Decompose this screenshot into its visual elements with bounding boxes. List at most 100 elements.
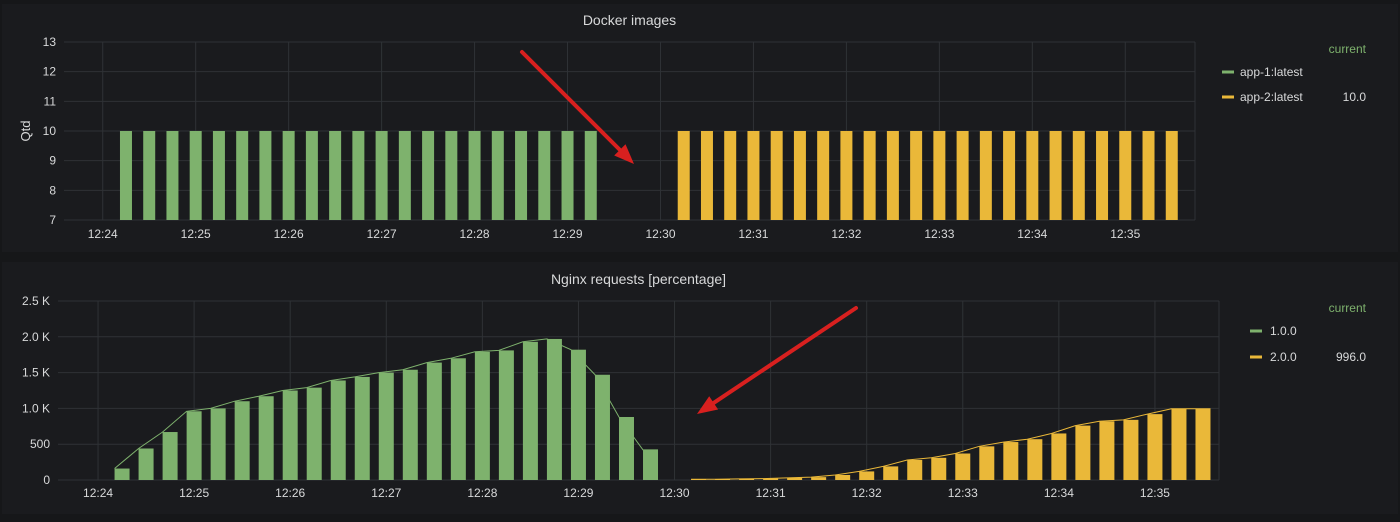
bar [546,338,562,480]
bar [859,471,875,480]
legend-header: current [1329,42,1367,56]
bar [1147,414,1163,480]
x-tick-label: 12:27 [367,227,397,241]
x-tick-label: 12:26 [274,227,304,241]
x-tick-label: 12:33 [924,227,954,241]
bar [378,372,394,480]
bar [1049,131,1062,220]
annotation-arrow-shaft [520,50,622,152]
bar [883,466,899,480]
bar [468,131,481,220]
bar [114,468,130,480]
bar [594,374,610,480]
bar [1123,419,1139,480]
bar [445,131,458,220]
bar [1099,421,1115,480]
bar [933,131,946,220]
chart-title: Nginx requests [percentage] [551,271,726,287]
bar [119,131,132,220]
x-tick-label: 12:34 [1044,486,1074,500]
bar [143,131,156,220]
bar [474,351,490,480]
x-tick-label: 12:30 [660,486,690,500]
bar [770,131,783,220]
bar [561,131,574,220]
x-tick-label: 12:28 [467,486,497,500]
bar [1165,131,1178,220]
bar [1027,439,1043,480]
x-tick-label: 12:29 [553,227,583,241]
chart-title: Docker images [583,12,676,28]
bar [189,131,202,220]
bar [330,380,346,480]
bar [422,131,435,220]
bar [1171,408,1187,480]
x-tick-label: 12:31 [738,227,768,241]
bar [166,131,179,220]
legend-header: current [1329,301,1367,315]
bar [426,362,442,480]
bar [1003,131,1016,220]
y-tick-label: 10 [43,124,57,138]
bar [584,131,597,220]
bar [643,449,659,480]
bar [907,459,923,480]
y-tick-label: 2.0 K [22,330,50,344]
bar [787,477,803,480]
bar [811,477,827,480]
bar [763,478,779,480]
x-tick-label: 12:27 [371,486,401,500]
bar [515,131,528,220]
bar [212,131,225,220]
bar [739,478,755,480]
y-tick-label: 7 [49,213,56,227]
bar [886,131,899,220]
y-tick-label: 12 [43,65,57,79]
bar [1119,131,1132,220]
bar [186,411,202,480]
bar [1096,131,1109,220]
x-tick-label: 12:34 [1017,227,1047,241]
bar [210,408,226,480]
x-tick-label: 12:31 [756,486,786,500]
annotation-arrow-shaft [711,306,858,405]
x-tick-label: 12:33 [948,486,978,500]
series-line [114,338,658,469]
legend-entry-name: 1.0.0 [1270,324,1297,338]
bar [863,131,876,220]
annotation-arrow-head [614,144,634,164]
x-tick-label: 12:35 [1110,227,1140,241]
bar [491,131,504,220]
bar [955,453,971,480]
legend-entry-current: 996.0 [1336,350,1366,364]
bar [258,396,274,480]
y-tick-label: 0 [43,473,50,487]
legend-entry-name: app-1:latest [1240,65,1303,79]
bar [700,131,713,220]
panel-docker-images [2,4,1398,252]
series-line [691,408,1211,480]
x-tick-label: 12:32 [831,227,861,241]
bar [979,446,995,480]
y-tick-label: 1.5 K [22,366,50,380]
y-tick-label: 8 [49,183,56,197]
x-tick-label: 12:26 [275,486,305,500]
bar [1075,425,1091,480]
y-tick-label: 1.0 K [22,401,50,415]
bar [793,131,806,220]
x-tick-label: 12:24 [88,227,118,241]
x-tick-label: 12:28 [460,227,490,241]
legend-entry-name: app-2:latest [1240,90,1303,104]
bar [306,387,322,480]
x-tick-label: 12:30 [645,227,675,241]
bar [234,401,250,480]
bar [1026,131,1039,220]
legend-entry-current: 10.0 [1343,90,1367,104]
bar [450,358,466,480]
bar [402,369,418,480]
bar [398,131,411,220]
bar [138,448,154,480]
bar [910,131,923,220]
